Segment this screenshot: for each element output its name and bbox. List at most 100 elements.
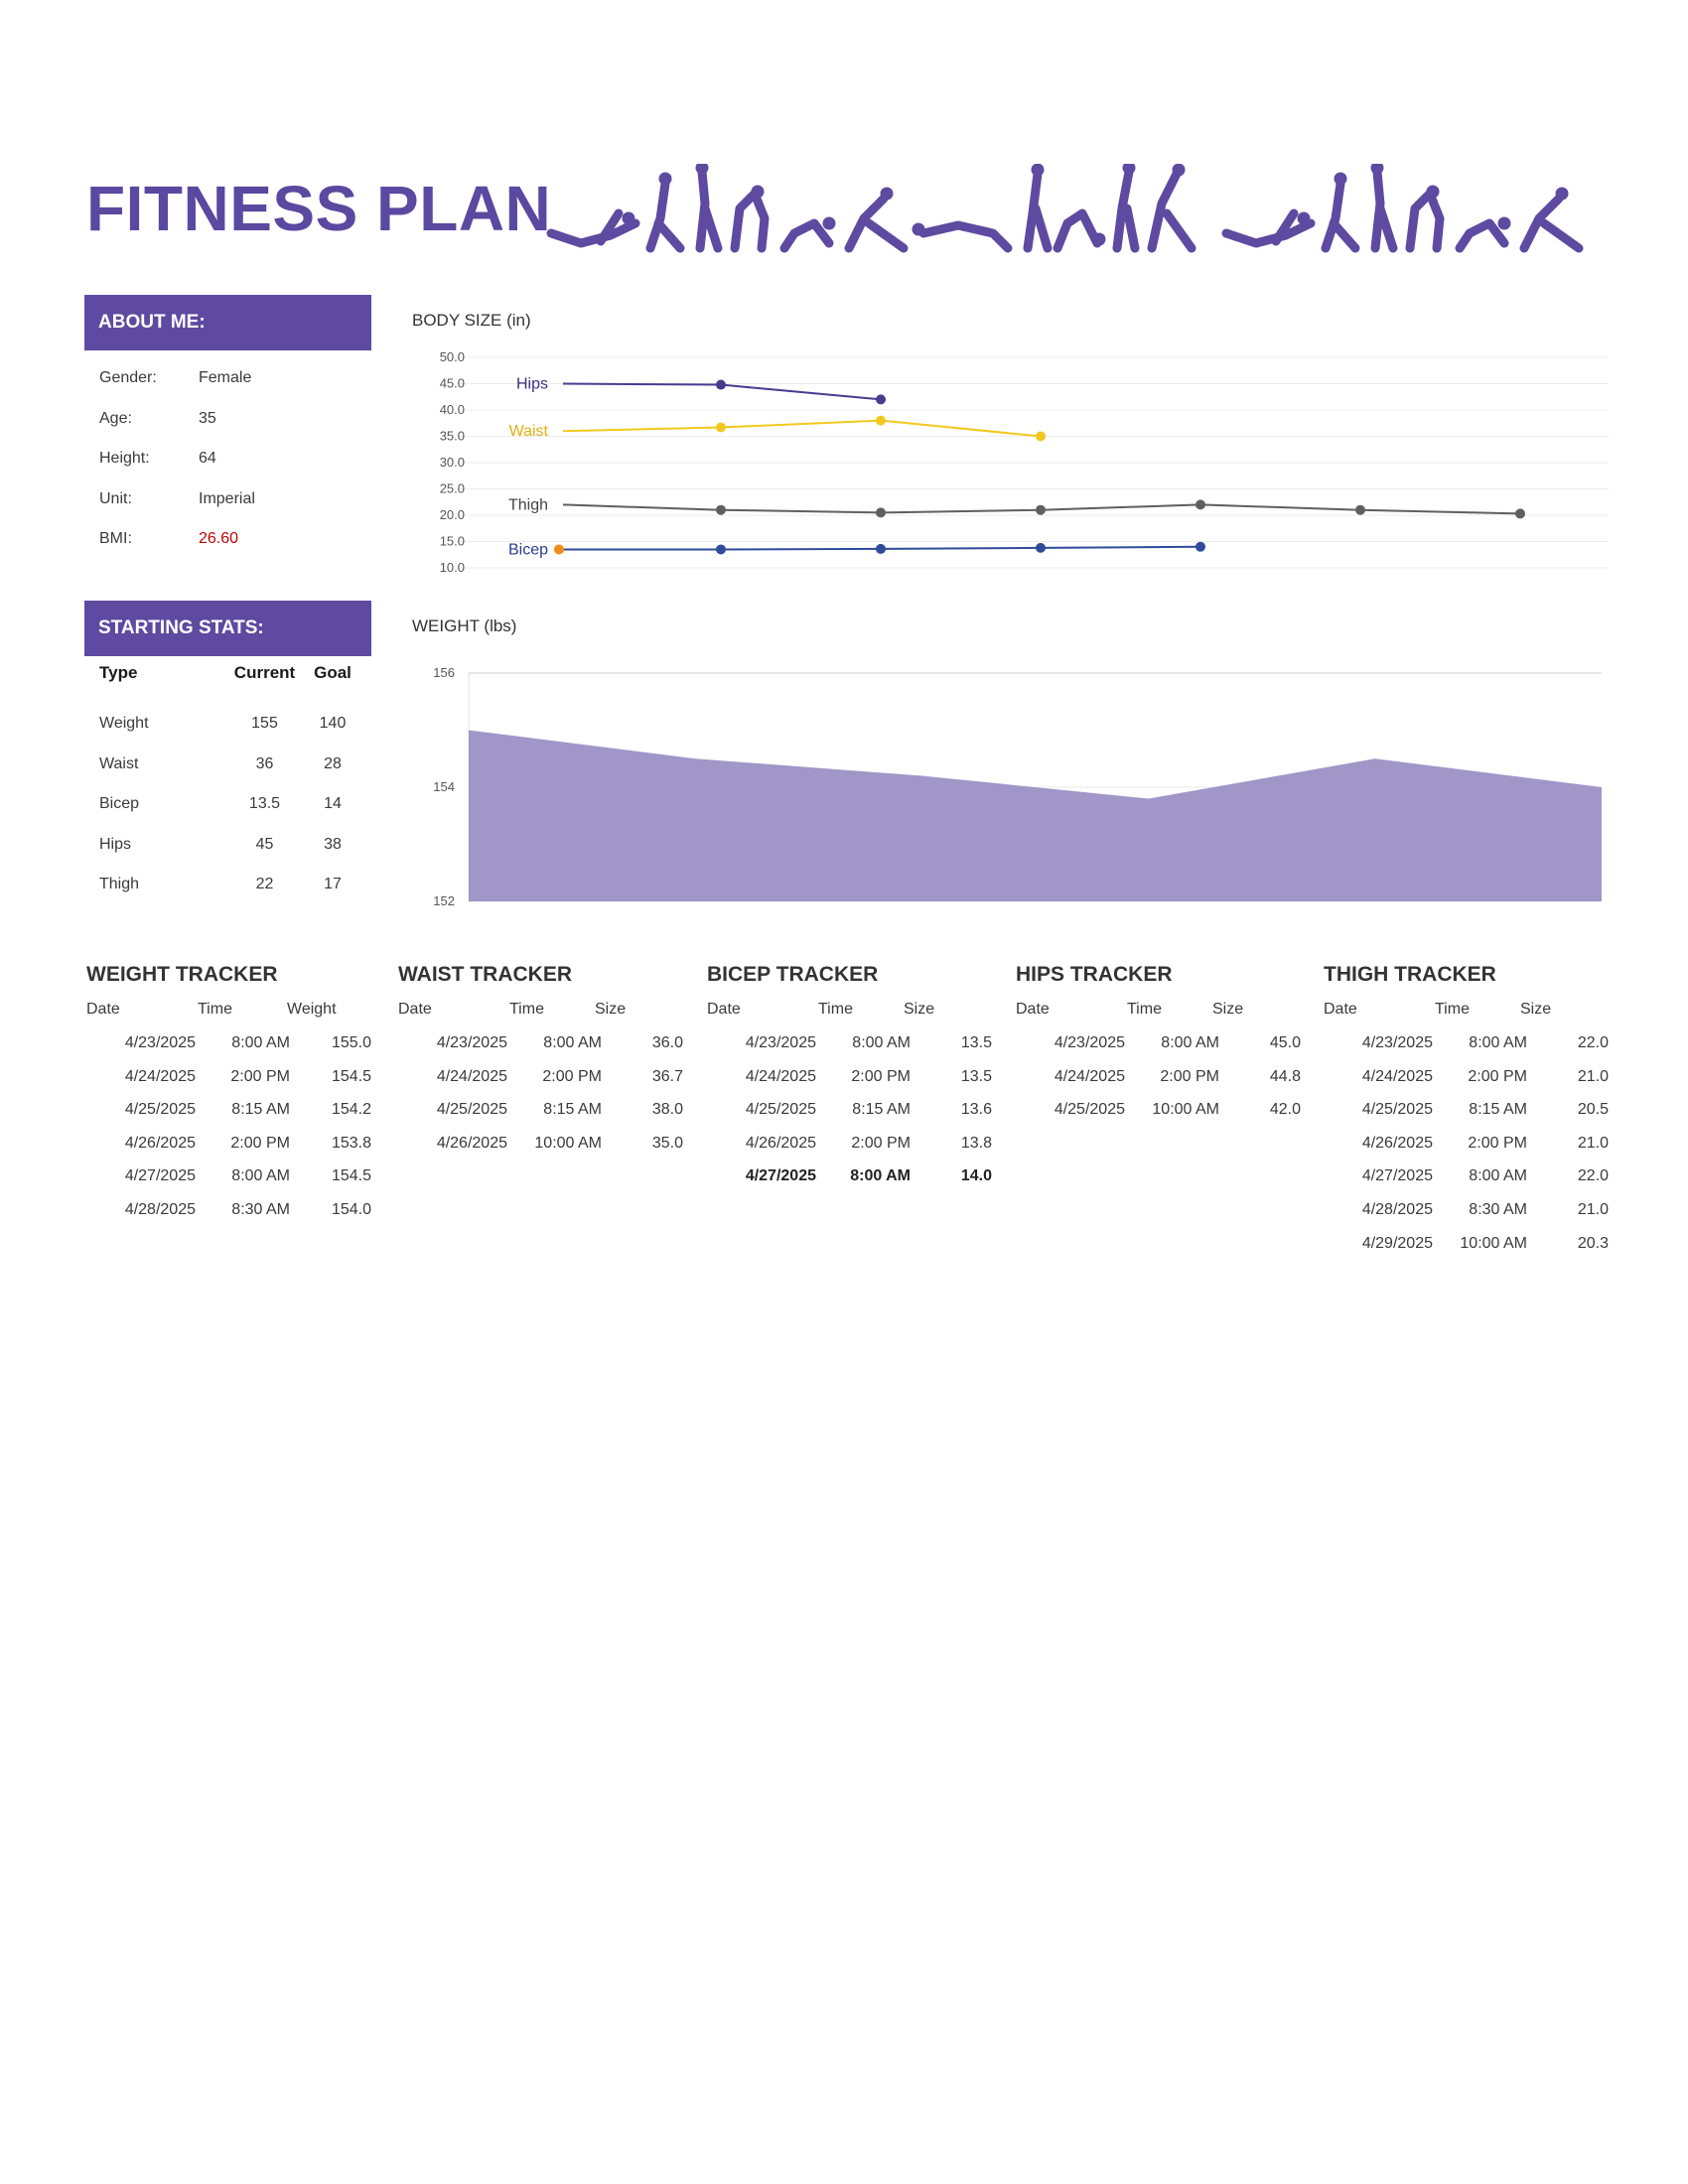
y-tick-label: 35.0 (440, 429, 465, 444)
exercise-figure (1321, 179, 1360, 253)
bicep-tracker-time-cell: 8:00 AM (852, 1034, 911, 1051)
weight-tracker-value-cell: 153.8 (331, 1134, 371, 1152)
bicep-tracker-value-cell: 13.5 (960, 1034, 992, 1051)
data-point (1036, 504, 1046, 515)
bicep-tracker-date-cell: 4/23/2025 (745, 1034, 816, 1051)
series-label-bicep: Bicep (508, 541, 548, 558)
y-tick-label: 50.0 (440, 349, 465, 364)
exercise-figure-head (622, 211, 635, 225)
stats-current-cell: 45 (255, 835, 274, 853)
weight-tracker-column-header: Weight (287, 1001, 337, 1018)
hips-tracker-value-cell: 42.0 (1269, 1101, 1301, 1119)
weight-tracker-value-cell: 155.0 (331, 1034, 371, 1051)
data-point (876, 394, 886, 405)
thigh-tracker-value-cell: 21.0 (1577, 1134, 1609, 1152)
waist-tracker-date-cell: 4/24/2025 (436, 1067, 507, 1085)
thigh-tracker-column-header: Date (1324, 1001, 1357, 1018)
hips-tracker-column-header: Size (1212, 1001, 1244, 1018)
bicep-tracker-value-cell: 13.8 (960, 1134, 992, 1152)
exercise-figure (730, 189, 770, 253)
about-me-header: ABOUT ME: (84, 295, 371, 350)
weight-tracker-date-cell: 4/24/2025 (124, 1067, 196, 1085)
thigh-tracker-time-cell: 8:15 AM (1469, 1101, 1527, 1119)
stats-type-cell: Weight (99, 715, 149, 732)
exercise-figure-head (1122, 164, 1136, 175)
starting-stats-header: STARTING STATS: (84, 601, 371, 656)
waist-tracker-value-cell: 38.0 (651, 1101, 683, 1119)
bicep-tracker-date-cell: 4/25/2025 (745, 1101, 816, 1119)
thigh-tracker-date-cell: 4/28/2025 (1361, 1201, 1433, 1218)
stats-goal-cell: 14 (324, 795, 342, 812)
thigh-tracker-time-cell: 8:00 AM (1469, 1034, 1527, 1051)
exercise-figure (1370, 167, 1398, 253)
exercise-figure-head (695, 164, 709, 175)
about-value: Imperial (199, 489, 255, 507)
data-point (876, 507, 886, 518)
about-label: Gender: (99, 369, 157, 386)
exercise-figure (1053, 208, 1102, 253)
weight-chart-title: WEIGHT (lbs) (412, 616, 517, 635)
exercise-figure-head (880, 187, 894, 201)
about-value: 64 (199, 450, 216, 467)
exercise-figure (1455, 218, 1509, 253)
waist-tracker-date-cell: 4/23/2025 (436, 1034, 507, 1051)
weight-tracker-value-cell: 154.5 (331, 1167, 371, 1185)
weight-tracker-date-cell: 4/27/2025 (124, 1167, 196, 1185)
trackers-section: WEIGHT TRACKER Date Time Weight 4/23/2025 8:0… (0, 963, 1688, 1281)
exercise-figure (645, 179, 685, 253)
thigh-tracker-time-cell: 8:00 AM (1469, 1167, 1527, 1185)
stats-goal-cell: 38 (324, 835, 342, 853)
exercise-figure (1023, 169, 1053, 253)
exercise-figure (844, 194, 909, 253)
thigh-tracker-title: THIGH TRACKER (1324, 963, 1496, 986)
y-tick-label: 152 (433, 893, 455, 908)
hips-tracker-value-cell: 45.0 (1269, 1034, 1301, 1051)
waist-tracker-value-cell: 36.0 (651, 1034, 683, 1051)
stats-type-cell: Thigh (99, 876, 140, 892)
y-tick-label: 40.0 (440, 402, 465, 417)
waist-tracker-time-cell: 10:00 AM (534, 1134, 602, 1152)
bicep-tracker-column-header: Size (904, 1001, 935, 1018)
body-size-chart-title: BODY SIZE (in) (412, 311, 531, 330)
about-label: Height: (99, 450, 150, 467)
stats-current-cell: 36 (255, 754, 274, 772)
about-value: 35 (199, 409, 216, 427)
waist-tracker-title: WAIST TRACKER (398, 963, 572, 986)
thigh-tracker-column-header: Size (1520, 1001, 1552, 1018)
weight-tracker-date-cell: 4/28/2025 (124, 1201, 196, 1218)
bicep-tracker-time-cell: 2:00 PM (851, 1067, 911, 1085)
page-title: FITNESS PLAN (86, 173, 552, 244)
exercise-figure (1147, 169, 1196, 253)
bicep-tracker-date-cell: 4/24/2025 (745, 1067, 816, 1085)
weight-tracker-date-cell: 4/25/2025 (124, 1101, 196, 1119)
weight-tracker-value-cell: 154.5 (331, 1067, 371, 1085)
exercise-figure-head (1031, 164, 1045, 177)
bicep-tracker-column-header: Date (707, 1001, 741, 1018)
weight-tracker-time-cell: 8:00 AM (231, 1034, 290, 1051)
about-row: Height: 64 (99, 450, 367, 470)
y-tick-label: 154 (433, 779, 455, 794)
exercise-figure-head (1092, 232, 1106, 246)
data-point (554, 544, 564, 555)
weight-chart: 156 154 152 (433, 665, 1603, 908)
hips-tracker-column-header: Time (1127, 1001, 1162, 1018)
thigh-tracker-value-cell: 21.0 (1577, 1067, 1609, 1085)
exercise-figure-head (751, 185, 765, 199)
exercise-figure-head (1370, 164, 1384, 175)
waist-tracker-date-cell: 4/25/2025 (436, 1101, 507, 1119)
hips-tracker-time-cell: 2:00 PM (1160, 1067, 1219, 1085)
bmi-value: 26.60 (199, 530, 239, 547)
waist-tracker-time-cell: 2:00 PM (542, 1067, 602, 1085)
thigh-tracker-time-cell: 2:00 PM (1468, 1134, 1527, 1152)
bicep-tracker-time-cell: 2:00 PM (851, 1134, 911, 1152)
about-label: Age: (99, 409, 132, 427)
waist-tracker-time-cell: 8:15 AM (543, 1101, 602, 1119)
waist-tracker-value-cell: 36.7 (651, 1067, 683, 1085)
weight-tracker-value-cell: 154.0 (331, 1201, 371, 1218)
series-line-waist (562, 419, 1042, 438)
stats-column-header: Goal (314, 663, 352, 682)
weight-tracker-time-cell: 8:30 AM (231, 1201, 290, 1218)
thigh-tracker-date-cell: 4/24/2025 (1361, 1067, 1433, 1085)
bicep-tracker-time-cell: 8:00 AM (850, 1167, 911, 1185)
bicep-tracker-column-header: Time (818, 1001, 853, 1018)
